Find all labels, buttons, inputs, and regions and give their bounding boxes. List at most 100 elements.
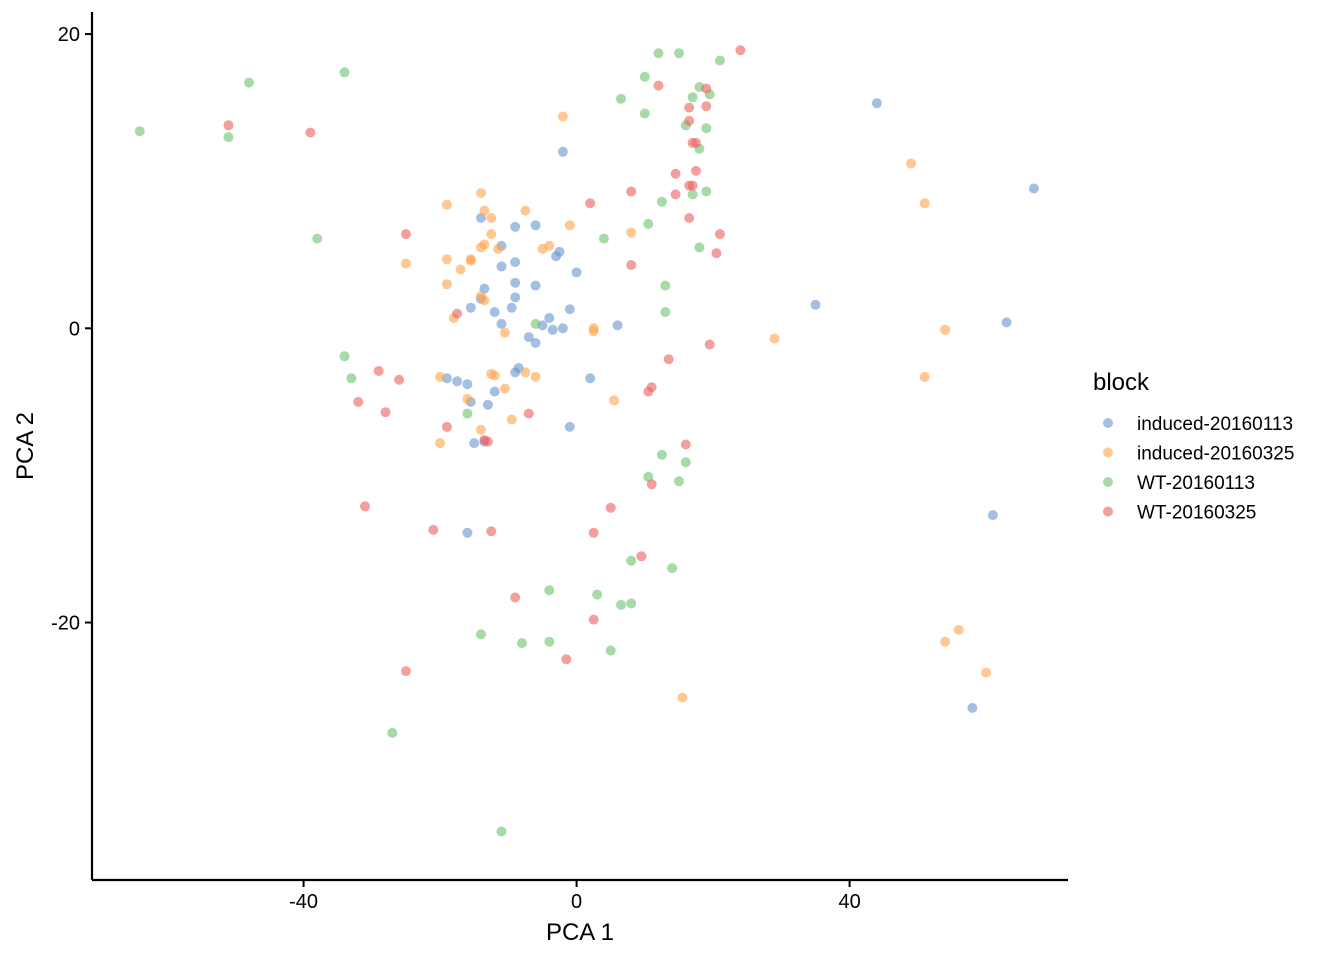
point-WT-20160113-41 — [544, 636, 555, 647]
point-WT-20160113-16 — [656, 196, 667, 207]
point-WT-20160113-12 — [639, 108, 650, 119]
point-induced-20160325-23 — [479, 295, 490, 306]
point-WT-20160325-35 — [680, 439, 691, 450]
point-induced-20160325-5 — [479, 205, 490, 216]
point-induced-20160113-45 — [967, 702, 978, 713]
point-WT-20160325-39 — [428, 524, 439, 535]
series-induced-20160325 — [401, 111, 992, 703]
point-WT-20160325-5 — [223, 120, 234, 131]
point-induced-20160113-41 — [469, 438, 480, 449]
point-WT-20160325-41 — [588, 527, 599, 538]
point-WT-20160325-22 — [452, 308, 463, 319]
point-induced-20160325-21 — [441, 279, 452, 290]
point-WT-20160113-33 — [626, 555, 637, 566]
x-tick-label: 40 — [838, 891, 860, 913]
point-WT-20160325-30 — [380, 407, 391, 418]
y-tick-label: -20 — [51, 613, 80, 635]
point-induced-20160325-41 — [435, 438, 446, 449]
point-induced-20160325-32 — [489, 370, 500, 381]
point-WT-20160325-6 — [305, 127, 316, 138]
point-induced-20160325-10 — [626, 227, 637, 238]
point-WT-20160325-44 — [588, 614, 599, 625]
legend-key-induced-20160325 — [1103, 447, 1113, 458]
point-WT-20160325-20 — [711, 248, 722, 259]
point-induced-20160113-0 — [557, 146, 568, 157]
point-WT-20160325-40 — [486, 526, 497, 537]
point-induced-20160113-33 — [462, 379, 473, 390]
point-WT-20160113-17 — [687, 189, 698, 200]
point-induced-20160113-11 — [496, 261, 507, 272]
point-induced-20160325-7 — [520, 205, 531, 216]
point-WT-20160113-23 — [660, 280, 671, 291]
point-WT-20160113-30 — [680, 457, 691, 468]
point-WT-20160113-4 — [653, 48, 664, 59]
point-WT-20160325-24 — [394, 374, 405, 385]
series-induced-20160113 — [441, 98, 1039, 713]
point-WT-20160113-2 — [223, 132, 234, 143]
point-WT-20160325-32 — [523, 408, 534, 419]
point-WT-20160113-34 — [667, 563, 678, 574]
point-WT-20160113-20 — [312, 233, 323, 244]
point-WT-20160325-43 — [510, 592, 521, 603]
point-induced-20160325-42 — [940, 636, 951, 647]
point-induced-20160325-4 — [441, 199, 452, 210]
point-induced-20160325-8 — [564, 220, 575, 231]
point-induced-20160325-28 — [769, 333, 780, 344]
point-WT-20160113-3 — [339, 67, 350, 78]
point-WT-20160113-35 — [544, 585, 555, 596]
point-induced-20160325-0 — [557, 111, 568, 122]
point-WT-20160325-10 — [670, 168, 681, 179]
point-WT-20160113-38 — [626, 598, 637, 609]
point-WT-20160325-31 — [441, 421, 452, 432]
point-WT-20160325-11 — [691, 165, 701, 176]
point-WT-20160113-22 — [694, 242, 705, 253]
point-induced-20160325-45 — [677, 692, 688, 703]
point-induced-20160325-34 — [530, 371, 541, 382]
point-WT-20160325-36 — [646, 479, 657, 490]
point-WT-20160325-0 — [735, 45, 746, 56]
point-WT-20160113-7 — [639, 71, 650, 82]
point-induced-20160325-36 — [919, 371, 930, 382]
point-induced-20160113-18 — [489, 307, 500, 318]
point-induced-20160325-27 — [588, 326, 599, 337]
point-induced-20160325-33 — [520, 367, 531, 378]
point-WT-20160113-19 — [643, 218, 654, 229]
point-induced-20160113-44 — [987, 510, 998, 521]
point-WT-20160325-45 — [561, 654, 572, 665]
point-induced-20160113-25 — [557, 323, 568, 334]
y-axis-title: PCA 2 — [12, 412, 39, 480]
point-induced-20160325-9 — [486, 229, 497, 240]
point-induced-20160325-18 — [465, 255, 476, 266]
point-induced-20160113-13 — [530, 280, 541, 291]
point-WT-20160325-7 — [684, 115, 695, 126]
points-layer — [134, 45, 1039, 837]
point-induced-20160325-43 — [953, 624, 964, 635]
point-induced-20160325-37 — [462, 393, 473, 404]
point-induced-20160325-3 — [476, 188, 486, 198]
y-ticks: -20 0 20 — [51, 24, 92, 635]
legend-key-WT-20160325 — [1103, 506, 1113, 517]
point-induced-20160325-40 — [506, 414, 517, 425]
point-WT-20160325-9 — [691, 137, 701, 148]
point-induced-20160325-38 — [609, 395, 620, 406]
point-induced-20160113-9 — [510, 257, 521, 268]
point-WT-20160113-40 — [517, 638, 527, 649]
x-ticks: -40 0 40 — [289, 880, 861, 913]
point-induced-20160113-26 — [612, 320, 623, 331]
point-WT-20160325-3 — [684, 102, 695, 113]
y-tick-label: 20 — [58, 24, 80, 46]
point-WT-20160325-14 — [626, 186, 637, 197]
point-WT-20160113-29 — [656, 449, 667, 460]
point-WT-20160113-5 — [674, 48, 684, 59]
legend-label-WT-20160113: WT-20160113 — [1137, 473, 1255, 494]
point-WT-20160113-6 — [714, 55, 725, 66]
point-induced-20160113-40 — [564, 421, 575, 432]
point-WT-20160325-4 — [701, 101, 712, 112]
legend: block induced-20160113 induced-20160325 WT… — [1093, 369, 1294, 524]
point-induced-20160113-36 — [585, 373, 596, 384]
point-WT-20160113-21 — [598, 233, 609, 244]
point-WT-20160325-1 — [653, 80, 664, 91]
point-induced-20160325-12 — [476, 242, 486, 253]
legend-items: induced-20160113 induced-20160325 WT-20160… — [1103, 414, 1294, 524]
